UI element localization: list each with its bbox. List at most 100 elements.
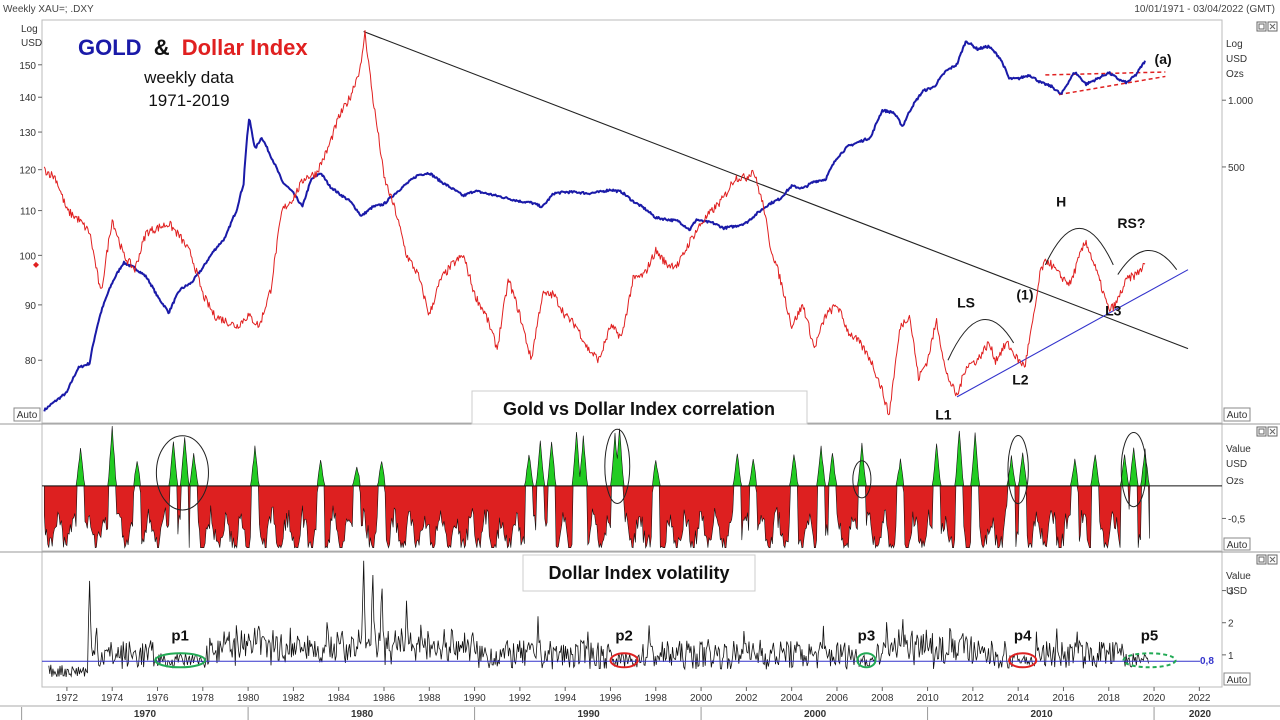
volatility-period-ellipse (856, 652, 877, 669)
x-axis-tick-label: 2012 (962, 693, 985, 704)
volatility-panel-controls (1256, 554, 1278, 565)
maximize-icon[interactable] (1256, 426, 1267, 437)
x-axis-tick-label: 1992 (509, 693, 532, 704)
left-axis-tick-label: 110 (20, 207, 36, 218)
auto-button-corr-label: Auto (1227, 540, 1248, 551)
correlation-panel-controls (1256, 426, 1278, 437)
decade-label: 2000 (804, 709, 827, 720)
decade-label: 2020 (1189, 709, 1212, 720)
auto-button-vol[interactable]: Auto (1223, 672, 1251, 686)
x-axis-tick-label: 2016 (1052, 693, 1075, 704)
pattern-annotation: L1 (935, 407, 952, 423)
x-axis-tick-label: 1980 (237, 693, 260, 704)
volatility-period-ellipse (1008, 652, 1038, 669)
gold-wedge-line (1045, 71, 1166, 76)
x-axis-tick-label: 2004 (781, 693, 804, 704)
correlation-highlight-circle (604, 428, 631, 504)
x-axis-tick-label: 2006 (826, 693, 849, 704)
x-axis-tick-label: 1982 (282, 693, 305, 704)
price-panel-controls (1256, 21, 1278, 32)
x-axis-tick-label: 1998 (645, 693, 668, 704)
gold-price-line (43, 40, 1146, 412)
price-chart-subtitle-2: 1971-2019 (148, 91, 229, 110)
decade-label: 2010 (1030, 709, 1053, 720)
price-series-layer: (a) (1) LS H RS? L1 L2 L3 (43, 30, 1189, 423)
x-axis-tick-label: 2000 (690, 693, 713, 704)
decade-label: 1990 (577, 709, 600, 720)
right-axis-label-log: Log (1226, 39, 1243, 50)
x-axis-tick-label: 2002 (735, 693, 758, 704)
volatility-period-ellipse (609, 652, 639, 669)
decade-label: 1970 (134, 709, 157, 720)
left-axis-tick-label: 140 (19, 93, 36, 104)
vol-axis-tick-label: 1 (1228, 651, 1234, 662)
auto-button-right[interactable]: Auto (1223, 407, 1251, 422)
title-gold: GOLD (78, 35, 142, 60)
x-axis-tick-label: 2008 (871, 693, 894, 704)
price-chart-subtitle-1: weekly data (143, 68, 234, 87)
correlation-title: Gold vs Dollar Index correlation (503, 399, 775, 419)
corr-axis-label-ozs: Ozs (1226, 476, 1244, 487)
left-axis-tick-label: 120 (19, 166, 36, 177)
x-axis-tick-label: 1986 (373, 693, 396, 704)
maximize-icon[interactable] (1256, 21, 1267, 32)
vol-axis-label-value: Value (1226, 571, 1251, 582)
left-axis-tick-label: 90 (25, 301, 37, 312)
volatility-period-label: p4 (1014, 627, 1032, 644)
close-icon[interactable] (1267, 426, 1278, 437)
right-axis-label-usd: USD (1226, 54, 1247, 65)
x-axis-tick-label: 1984 (328, 693, 351, 704)
x-axis-tick-label: 1978 (192, 693, 215, 704)
title-amp: & (154, 35, 170, 60)
corr-axis-label-value: Value (1226, 444, 1251, 455)
auto-button-corr[interactable]: Auto (1223, 537, 1251, 551)
chart-header-right: 10/01/1971 - 03/04/2022 (GMT) (1134, 4, 1275, 15)
auto-button-left[interactable]: Auto (13, 407, 41, 422)
decade-label: 1980 (351, 709, 374, 720)
corr-axis-label-usd: USD (1226, 459, 1247, 470)
auto-button-left-label: Auto (17, 410, 38, 421)
vol-baseline-label: 0,8 (1200, 656, 1214, 667)
pattern-annotation: L2 (1012, 371, 1029, 387)
x-axis-tick-label: 1976 (146, 693, 169, 704)
pattern-annotation: LS (957, 295, 975, 311)
gold-wedge-line (1058, 75, 1166, 96)
last-value-marker (33, 261, 39, 268)
chart-header-left: Weekly XAU=; .DXY (3, 4, 94, 15)
close-icon[interactable] (1267, 554, 1278, 565)
pattern-arc (1044, 227, 1114, 266)
correlation-title-box (471, 390, 808, 425)
correlation-highlight-circle (1007, 435, 1029, 505)
x-axis-tick-label: 2014 (1007, 693, 1030, 704)
volatility-title: Dollar Index volatility (548, 563, 729, 583)
x-axis-tick-label: 2010 (916, 693, 939, 704)
correlation-highlight-circle (1120, 431, 1147, 508)
x-axis-tick-label: 2020 (1143, 693, 1166, 704)
x-axis-tick-label: 2022 (1188, 693, 1211, 704)
volatility-period-ellipse (1122, 652, 1177, 669)
dollar-downtrend-line (363, 31, 1189, 350)
dollar-uptrend-line (956, 269, 1189, 398)
volatility-period-label: p5 (1141, 627, 1159, 644)
left-axis-tick-label: 80 (25, 356, 37, 367)
left-axis-tick-label: 150 (19, 61, 36, 72)
vol-axis-label-usd: USD (1226, 586, 1247, 597)
title-dollar: Dollar Index (182, 35, 309, 60)
maximize-icon[interactable] (1256, 554, 1267, 565)
x-axis-tick-label: 2018 (1098, 693, 1121, 704)
vol-axis-tick-label: 2 (1228, 619, 1234, 630)
pattern-annotation: (1) (1016, 287, 1033, 303)
close-icon[interactable] (1267, 21, 1278, 32)
right-axis-tick-label: 500 (1228, 163, 1245, 174)
volatility-line (48, 560, 1149, 678)
axes-layer: 80 90 100 110 120 130 140 150 500 1.000 -0,5 1 2 3 197… (0, 61, 1280, 720)
right-axis-label-ozs: Ozs (1226, 69, 1244, 80)
left-axis-tick-label: 130 (19, 128, 36, 139)
price-chart-title: GOLD & Dollar Index (78, 35, 308, 60)
left-axis-label-usd: USD (21, 38, 42, 49)
x-axis-tick-label: 1972 (56, 693, 79, 704)
vol-axis-tick-label: 3 (1228, 587, 1234, 598)
correlation-highlight-circle (155, 435, 209, 511)
correlation-layer (42, 425, 1222, 549)
